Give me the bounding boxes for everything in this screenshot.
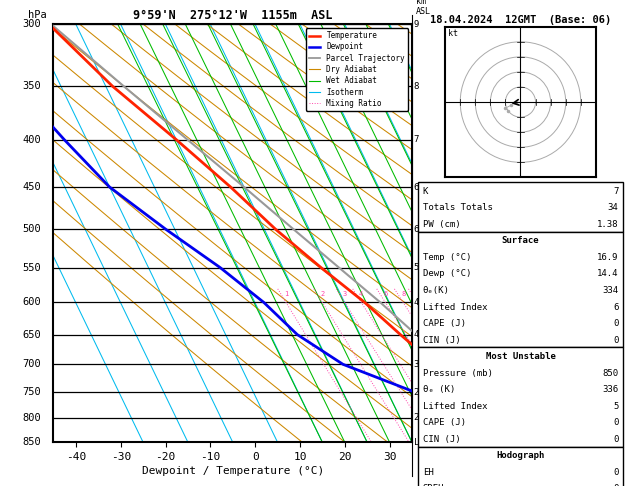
Legend: Temperature, Dewpoint, Parcel Trajectory, Dry Adiabat, Wet Adiabat, Isotherm, Mi: Temperature, Dewpoint, Parcel Trajectory…	[306, 28, 408, 111]
Text: 14.4: 14.4	[597, 269, 618, 278]
Text: 4: 4	[414, 330, 419, 339]
Text: 0: 0	[613, 484, 618, 486]
Text: 350: 350	[22, 81, 41, 91]
Text: 500: 500	[22, 225, 41, 234]
Text: 8: 8	[414, 82, 419, 91]
Text: Lifted Index: Lifted Index	[423, 302, 487, 312]
Text: θₑ (K): θₑ (K)	[423, 385, 455, 394]
Text: 650: 650	[22, 330, 41, 340]
Text: 850: 850	[22, 437, 41, 447]
Text: hPa: hPa	[28, 10, 47, 20]
Text: 334: 334	[602, 286, 618, 295]
Text: 8: 8	[401, 292, 405, 297]
Text: 3: 3	[414, 360, 419, 369]
Text: 6: 6	[414, 225, 419, 234]
Text: SREH: SREH	[423, 484, 444, 486]
Text: 800: 800	[22, 413, 41, 423]
Text: 1.38: 1.38	[597, 220, 618, 229]
Text: CAPE (J): CAPE (J)	[423, 319, 465, 328]
Text: 6: 6	[414, 183, 419, 191]
Text: 7: 7	[613, 187, 618, 196]
Text: LCL: LCL	[414, 438, 430, 447]
Text: Totals Totals: Totals Totals	[423, 203, 493, 212]
Text: Temp (°C): Temp (°C)	[423, 253, 471, 262]
Text: 18.04.2024  12GMT  (Base: 06): 18.04.2024 12GMT (Base: 06)	[430, 15, 611, 25]
Text: kt: kt	[448, 29, 458, 38]
Text: 700: 700	[22, 359, 41, 369]
Text: 400: 400	[22, 135, 41, 145]
Text: 336: 336	[602, 385, 618, 394]
Text: 600: 600	[22, 297, 41, 308]
Text: CIN (J): CIN (J)	[423, 434, 460, 444]
Text: © weatheronline.co.uk: © weatheronline.co.uk	[464, 469, 577, 479]
Text: Hodograph: Hodograph	[496, 451, 545, 460]
Text: 34: 34	[608, 203, 618, 212]
Text: 5: 5	[414, 263, 419, 272]
Text: km
ASL: km ASL	[416, 0, 431, 16]
Text: Mixing Ratio (g/kg): Mixing Ratio (g/kg)	[427, 186, 437, 281]
Text: 2: 2	[320, 292, 325, 297]
Text: 0: 0	[613, 319, 618, 328]
Text: 0: 0	[613, 418, 618, 427]
Text: 16.9: 16.9	[597, 253, 618, 262]
Text: PW (cm): PW (cm)	[423, 220, 460, 229]
Text: 0: 0	[613, 434, 618, 444]
X-axis label: Dewpoint / Temperature (°C): Dewpoint / Temperature (°C)	[142, 466, 324, 476]
Text: 450: 450	[22, 182, 41, 192]
Text: CIN (J): CIN (J)	[423, 335, 460, 345]
Text: 1: 1	[284, 292, 288, 297]
Text: 750: 750	[22, 387, 41, 397]
Text: Most Unstable: Most Unstable	[486, 352, 555, 361]
Text: EH: EH	[423, 468, 433, 477]
Text: 6: 6	[613, 302, 618, 312]
Text: 2: 2	[414, 414, 419, 422]
Text: 850: 850	[602, 368, 618, 378]
Text: 550: 550	[22, 262, 41, 273]
Text: 300: 300	[22, 19, 41, 29]
Text: Dewp (°C): Dewp (°C)	[423, 269, 471, 278]
Text: 7: 7	[414, 135, 419, 144]
Text: Surface: Surface	[502, 236, 539, 245]
Text: Lifted Index: Lifted Index	[423, 401, 487, 411]
Text: 5: 5	[613, 401, 618, 411]
Text: 0: 0	[613, 335, 618, 345]
Text: Pressure (mb): Pressure (mb)	[423, 368, 493, 378]
Text: K: K	[423, 187, 428, 196]
Text: 3: 3	[343, 292, 347, 297]
Text: 9: 9	[414, 20, 419, 29]
Text: 2: 2	[414, 387, 419, 397]
Text: 4: 4	[359, 292, 364, 297]
Text: CAPE (J): CAPE (J)	[423, 418, 465, 427]
Text: θₑ(K): θₑ(K)	[423, 286, 450, 295]
Text: 6: 6	[383, 292, 387, 297]
Text: 0: 0	[613, 468, 618, 477]
Text: 4: 4	[414, 298, 419, 307]
Title: 9°59'N  275°12'W  1155m  ASL: 9°59'N 275°12'W 1155m ASL	[133, 9, 333, 22]
